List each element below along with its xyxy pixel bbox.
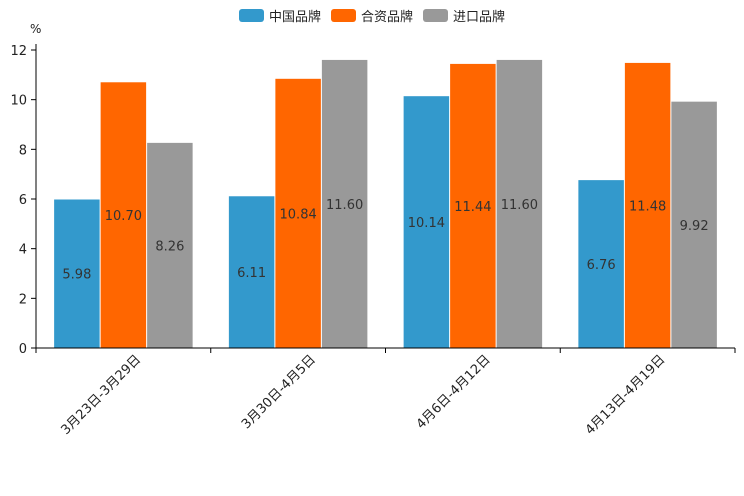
data-label: 11.48 [629,199,666,214]
bar [496,59,543,348]
bar [450,63,496,348]
y-tick-label: 4 [19,243,27,258]
y-tick-label: 0 [19,342,27,357]
bar [624,62,671,349]
x-axis: 3月23日-3月29日 3月30日-4月5日 4月6日-4月12日 4月13日-4月1… [35,347,736,438]
bar [147,142,193,348]
y-tick-label: 8 [19,143,27,158]
legend-label: 合资品牌 [361,9,413,25]
data-label: 11.60 [326,198,363,213]
bar [228,196,275,348]
x-category-label: 3月23日-3月29日 [58,352,144,438]
bar [100,82,147,349]
x-category-label: 4月13日-4月19日 [583,352,669,438]
data-label: 11.60 [501,198,538,213]
data-label: 6.76 [587,258,616,273]
y-axis: 0 2 4 6 8 10 12 [10,44,37,357]
legend-swatch [423,9,448,22]
y-tick-label: 12 [10,44,27,59]
data-label: 10.70 [105,209,142,224]
bar [403,96,450,348]
y-tick-label: 2 [19,292,27,307]
data-label: 10.14 [408,216,445,231]
legend-swatch [239,9,264,22]
data-label: 8.26 [155,239,184,254]
bar [578,180,624,348]
y-tick-label: 6 [19,193,27,208]
data-label: 9.92 [680,219,709,234]
bar [275,78,321,348]
data-label: 5.98 [62,268,91,283]
bar [671,101,717,348]
x-category-label: 4月6日-4月12日 [414,352,494,432]
data-label: 10.84 [280,207,317,222]
y-axis-unit-label: % [30,22,41,36]
data-labels: 5.98 6.11 10.14 6.76 10.70 10.84 11.44 11.48 8.2… [62,198,708,283]
legend-label: 进口品牌 [453,9,505,25]
data-label: 6.11 [237,266,266,281]
legend-label: 中国品牌 [269,9,321,25]
legend: 中国品牌 合资品牌 进口品牌 [239,9,505,25]
bar [321,59,368,348]
bar [54,199,100,348]
data-label: 11.44 [454,200,491,215]
bars [54,59,717,349]
x-category-label: 3月30日-4月5日 [239,352,319,432]
legend-swatch [331,9,356,22]
y-tick-label: 10 [10,94,27,109]
